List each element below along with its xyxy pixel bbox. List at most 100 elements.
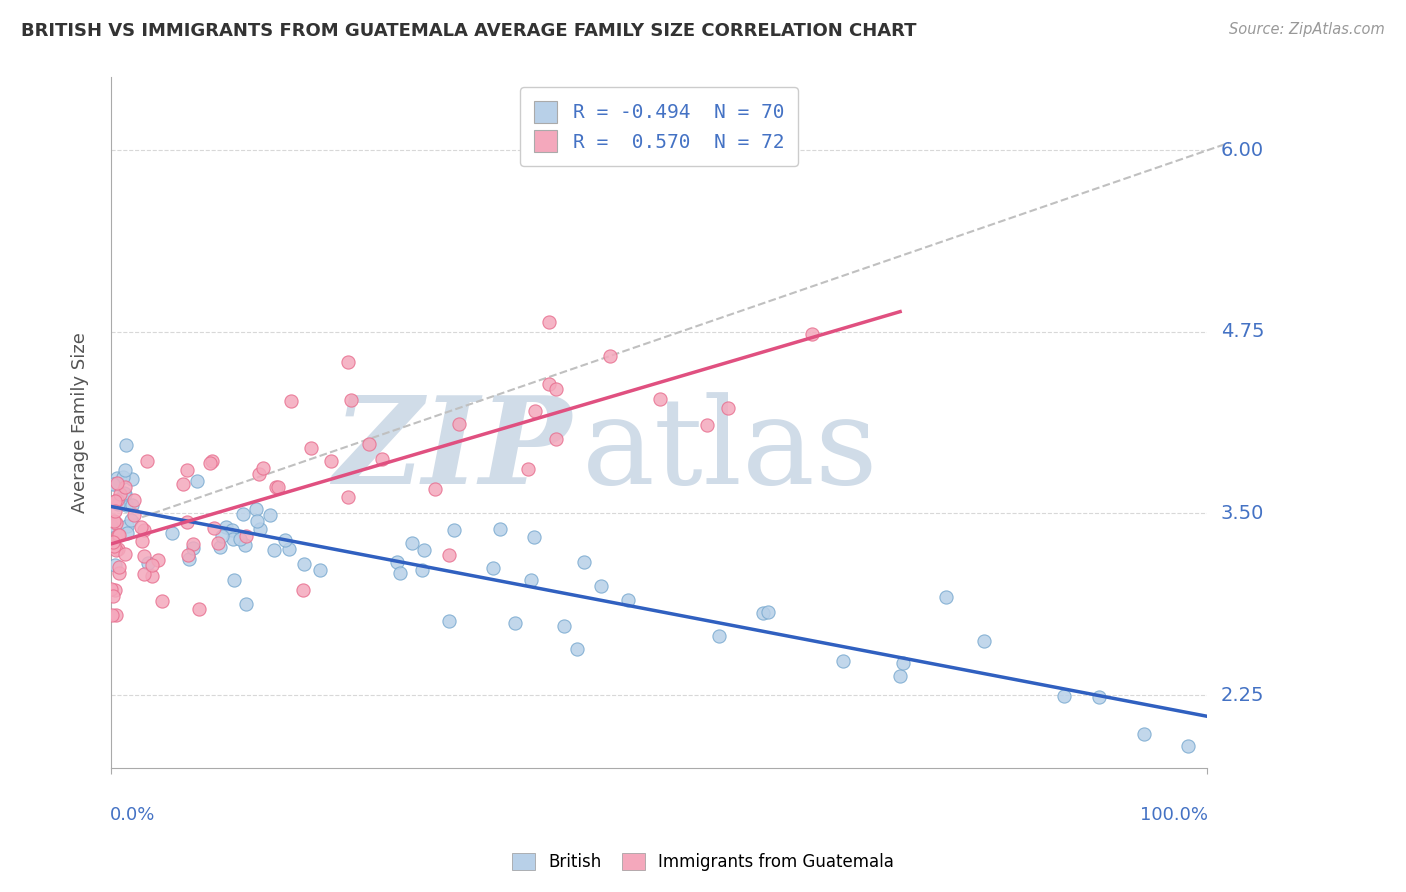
Point	[176, 463, 198, 477]
Text: BRITISH VS IMMIGRANTS FROM GUATEMALA AVERAGE FAMILY SIZE CORRELATION CHART: BRITISH VS IMMIGRANTS FROM GUATEMALA AVE…	[21, 22, 917, 40]
Point	[105, 492, 128, 507]
Point	[411, 563, 433, 577]
Point	[183, 541, 205, 556]
Point	[1132, 727, 1154, 741]
Point	[115, 438, 138, 452]
Point	[235, 529, 257, 543]
Point	[112, 485, 135, 500]
Point	[108, 487, 131, 501]
Point	[115, 519, 138, 533]
Point	[1088, 690, 1111, 705]
Point	[214, 520, 236, 534]
Point	[246, 514, 269, 528]
Point	[437, 548, 460, 562]
Point	[371, 451, 394, 466]
Point	[229, 532, 252, 546]
Point	[650, 392, 672, 407]
Point	[292, 583, 315, 598]
Point	[249, 467, 271, 482]
Point	[523, 404, 546, 418]
Point	[889, 669, 911, 683]
Point	[121, 498, 143, 512]
Point	[114, 498, 136, 512]
Point	[801, 326, 824, 341]
Point	[1177, 739, 1199, 753]
Point	[104, 542, 127, 557]
Point	[141, 558, 163, 573]
Point	[121, 472, 143, 486]
Point	[114, 463, 136, 477]
Point	[423, 482, 446, 496]
Point	[104, 477, 127, 491]
Point	[337, 354, 360, 368]
Point	[201, 454, 224, 468]
Text: Source: ZipAtlas.com: Source: ZipAtlas.com	[1229, 22, 1385, 37]
Point	[108, 527, 131, 541]
Point	[259, 508, 281, 522]
Point	[308, 563, 330, 577]
Point	[104, 494, 127, 508]
Point	[181, 537, 204, 551]
Text: 100.0%: 100.0%	[1140, 805, 1208, 823]
Point	[617, 592, 640, 607]
Point	[299, 441, 322, 455]
Point	[385, 555, 408, 569]
Point	[124, 508, 146, 522]
Point	[136, 557, 159, 571]
Text: 3.50: 3.50	[1220, 504, 1264, 523]
Point	[120, 513, 142, 527]
Point	[211, 529, 233, 543]
Point	[233, 538, 256, 552]
Point	[107, 528, 129, 542]
Point	[973, 633, 995, 648]
Point	[935, 591, 957, 605]
Point	[136, 454, 159, 468]
Point	[107, 541, 129, 556]
Point	[537, 377, 560, 392]
Point	[359, 437, 381, 451]
Point	[104, 608, 127, 623]
Point	[100, 518, 122, 533]
Point	[443, 523, 465, 537]
Point	[321, 454, 343, 468]
Point	[101, 590, 124, 604]
Point	[105, 470, 128, 484]
Point	[553, 619, 575, 633]
Text: 2.25: 2.25	[1220, 686, 1264, 705]
Point	[152, 594, 174, 608]
Text: 0.0%: 0.0%	[110, 805, 155, 823]
Point	[207, 536, 229, 550]
Point	[101, 608, 124, 623]
Point	[198, 456, 221, 470]
Point	[696, 418, 718, 433]
Point	[176, 549, 198, 563]
Point	[202, 521, 225, 535]
Point	[187, 602, 209, 616]
Point	[717, 401, 740, 415]
Point	[1053, 689, 1076, 703]
Point	[891, 656, 914, 670]
Point	[146, 553, 169, 567]
Point	[107, 497, 129, 511]
Point	[277, 542, 299, 557]
Point	[209, 540, 232, 554]
Point	[107, 560, 129, 574]
Legend: R = -0.494  N = 70, R =  0.570  N = 72: R = -0.494 N = 70, R = 0.570 N = 72	[520, 87, 797, 166]
Point	[105, 476, 128, 491]
Point	[132, 566, 155, 581]
Point	[141, 568, 163, 582]
Text: atlas: atlas	[582, 392, 879, 508]
Point	[280, 394, 302, 409]
Point	[481, 561, 503, 575]
Point	[413, 543, 436, 558]
Point	[523, 530, 546, 544]
Point	[101, 476, 124, 491]
Point	[266, 481, 288, 495]
Point	[129, 520, 152, 534]
Point	[104, 504, 127, 518]
Text: ZIP: ZIP	[333, 391, 571, 509]
Point	[274, 533, 297, 548]
Point	[131, 533, 153, 548]
Point	[235, 597, 257, 611]
Point	[520, 573, 543, 587]
